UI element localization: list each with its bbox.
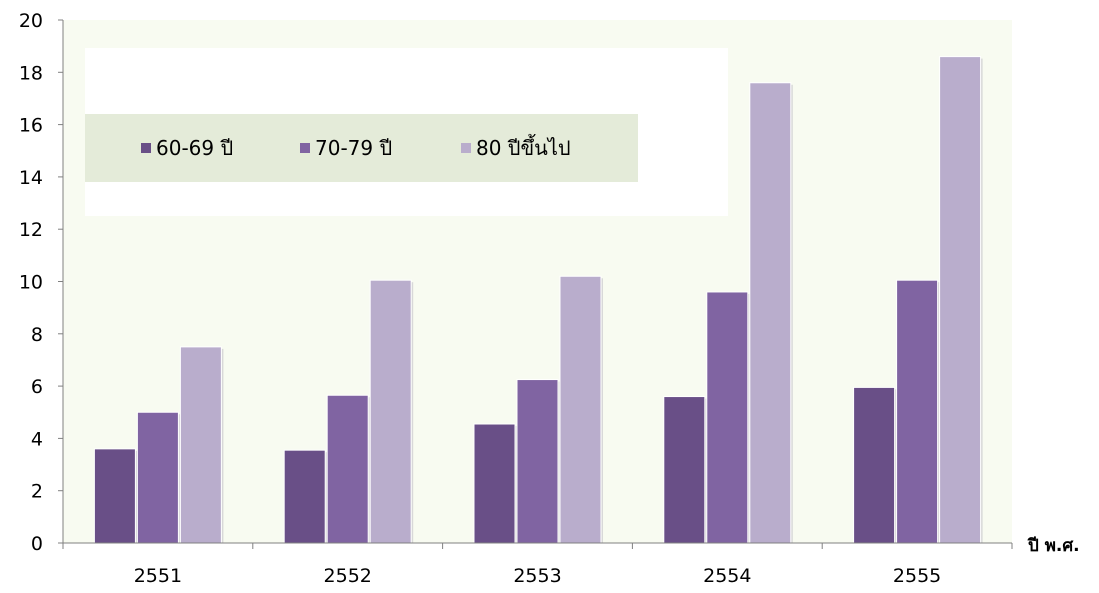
legend-swatch-2 [300,143,310,153]
x-tick-label: 2553 [513,565,561,587]
axes: 0 2 4 6 8 10 12 14 16 18 20 2551 2552 2553 2554 2555 [19,10,1013,587]
y-tick-label: 12 [19,219,43,241]
y-tick-label: 10 [19,272,43,294]
bar-2552-series-3 [369,279,412,544]
bar-2555-series-1 [853,386,896,544]
bar-2551-series-3 [179,346,222,544]
x-tick-label: 2551 [134,565,182,587]
bar-2552-series-1 [283,449,326,544]
y-tick-label: 8 [31,324,43,346]
bar-2551-series-1 [93,448,136,544]
bar-2554-series-1 [663,396,706,544]
y-tick-label: 6 [31,376,43,398]
legend-label-3: 80 ปีขึ้นไป [476,134,571,160]
legend-swatch-3 [461,143,471,153]
y-tick-label: 4 [31,428,43,450]
bar-2555-series-3 [939,56,982,544]
legend-label-1: 60-69 ปี [156,136,233,160]
y-tick-label: 2 [31,481,43,503]
bar-2553-series-2 [516,379,559,544]
legend: 60-69 ปี 70-79 ปี 80 ปีขึ้นไป [85,48,728,216]
y-tick-label: 20 [19,10,43,32]
legend-band [85,114,638,182]
legend-label-2: 70-79 ปี [315,136,392,160]
bar-2552-series-2 [326,394,369,544]
x-axis-label: ปี พ.ศ. [1027,535,1079,556]
bar-2555-series-2 [896,279,939,544]
bars [93,56,983,544]
y-tick-label: 0 [31,533,43,555]
y-tick-label: 16 [19,115,43,137]
bar-2554-series-3 [749,82,792,544]
bar-2553-series-3 [559,275,602,544]
bar-2553-series-1 [473,423,516,544]
bar-2551-series-2 [136,411,179,544]
bar-2554-series-2 [706,291,749,544]
y-tick-label: 14 [19,167,43,189]
x-tick-label: 2555 [893,565,941,587]
x-tick-label: 2554 [703,565,751,587]
legend-swatch-1 [141,143,151,153]
y-tick-label: 18 [19,62,43,84]
x-tick-label: 2552 [324,565,372,587]
